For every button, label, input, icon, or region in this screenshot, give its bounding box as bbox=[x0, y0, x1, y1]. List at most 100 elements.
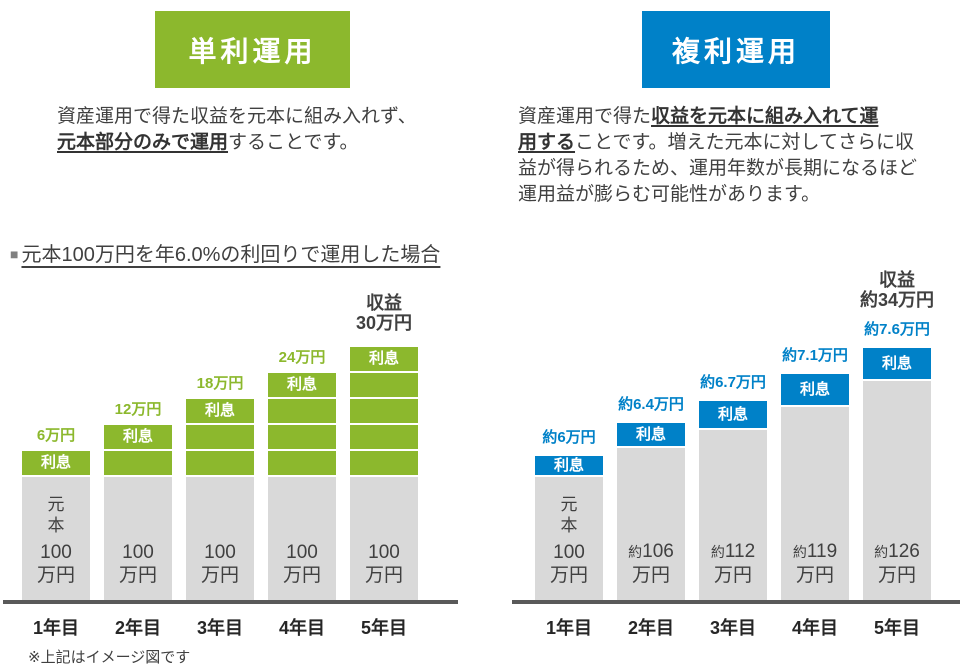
compound-interest-description: 資産運用で得た収益を元本に組み入れて運用することです。増えた元本に対してさらに収… bbox=[518, 104, 917, 208]
description-text: 資産運用で得た収益を元本に組み入れず、 bbox=[57, 106, 417, 127]
principal-label: 元 bbox=[47, 495, 65, 514]
interest-segment bbox=[268, 425, 336, 449]
principal-amount: 約106 bbox=[628, 541, 674, 562]
principal-text: 約119 万円 bbox=[781, 407, 849, 601]
description-text: ことです。増えた元本に対してさらに収 bbox=[575, 132, 914, 153]
principal-amount: 万円 bbox=[364, 565, 403, 586]
x-axis-label: 5年目 bbox=[360, 618, 407, 638]
x-axis-label: 1年目 bbox=[545, 618, 592, 638]
principal-block: 元本 100 万円 bbox=[22, 477, 90, 601]
principal-amount: 100 bbox=[122, 542, 154, 563]
compound-interest-title-box: 複利運用 bbox=[642, 11, 830, 88]
approx-prefix: 約 bbox=[874, 544, 889, 560]
interest-segment bbox=[350, 399, 418, 423]
principal-amount: 約119 bbox=[792, 541, 838, 562]
footnote: ※上記はイメージ図です bbox=[28, 649, 191, 666]
simple-interest-title: 単利運用 bbox=[188, 35, 317, 67]
interest-segment bbox=[186, 425, 254, 449]
interest-amount-label: 約6.7万円 bbox=[700, 374, 766, 391]
description-emphasis: 用する bbox=[518, 132, 576, 153]
bar-year-1: 元本 100 万円 利息 6万円 bbox=[22, 260, 90, 601]
principal-amount: 万円 bbox=[36, 565, 75, 586]
bar-year-1: 元本 100 万円 利息 約6万円 bbox=[535, 260, 603, 601]
interest-amount-label: 6万円 bbox=[36, 427, 76, 444]
x-axis-label: 3年目 bbox=[196, 618, 243, 638]
interest-amount-label: 18万円 bbox=[196, 375, 244, 392]
interest-segment: 利息 bbox=[617, 423, 685, 446]
bar-row: 元本 100 万円 利息 6万円 100 万円 利息 12万円 100 万円 利息 18万円 100 万円利… bbox=[22, 260, 418, 601]
principal-text: 100 万円 bbox=[268, 477, 336, 601]
bar-year-2: 100 万円 利息 12万円 bbox=[104, 260, 172, 601]
interest-amount-label: 約6.4万円 bbox=[618, 396, 684, 413]
interest-segment: 利息 bbox=[863, 348, 931, 379]
interest-segment bbox=[350, 373, 418, 397]
principal-amount: 100 bbox=[286, 542, 318, 563]
interest-segment: 利息 bbox=[268, 373, 336, 397]
interest-segment bbox=[104, 451, 172, 475]
principal-label: 本 bbox=[560, 516, 578, 535]
principal-block: 約119 万円 bbox=[781, 407, 849, 601]
principal-amount: 100 bbox=[204, 542, 236, 563]
principal-amount: 万円 bbox=[713, 565, 752, 586]
principal-amount: 約112 bbox=[710, 541, 756, 562]
x-axis-label: 4年目 bbox=[278, 618, 325, 638]
compound-interest-title: 複利運用 bbox=[671, 35, 800, 67]
principal-amount: 万円 bbox=[631, 565, 670, 586]
profit-total-line: 収益 bbox=[879, 270, 915, 290]
interest-segment bbox=[268, 399, 336, 423]
bar-year-5: 約126 万円 利息 約7.6万円 収益 約34万円 bbox=[859, 260, 935, 601]
profit-total-line: 約34万円 bbox=[859, 290, 935, 310]
description-text: 資産運用で得た bbox=[518, 106, 652, 127]
interest-amount-label: 24万円 bbox=[278, 349, 326, 366]
simple-interest-title-box: 単利運用 bbox=[155, 11, 350, 88]
principal-amount: 万円 bbox=[795, 565, 834, 586]
interest-amount-label: 12万円 bbox=[114, 401, 162, 418]
principal-text: 約106 万円 bbox=[617, 448, 685, 601]
x-axis-labels: 1年目 2年目 3年目 4年目 5年目 bbox=[22, 614, 418, 640]
principal-amount: 万円 bbox=[549, 565, 588, 586]
bar-year-3: 約112 万円 利息 約6.7万円 bbox=[699, 260, 767, 601]
principal-text: 約112 万円 bbox=[699, 430, 767, 601]
profit-total-label: 収益 30万円 bbox=[356, 293, 412, 333]
interest-segment bbox=[350, 425, 418, 449]
principal-amount: 100 bbox=[368, 542, 400, 563]
scenario-text: 元本100万円を年6.0%の利回りで運用した場合 bbox=[21, 244, 441, 266]
x-axis-labels: 1年目 2年目 3年目 4年目 5年目 bbox=[535, 614, 931, 640]
description-text: 益が得られるため、運用年数が長期になるほど bbox=[518, 158, 918, 179]
interest-amount-label: 約6万円 bbox=[542, 429, 596, 446]
principal-text: 100 万円 bbox=[350, 477, 418, 601]
x-axis-label: 1年目 bbox=[32, 618, 79, 638]
x-axis-line bbox=[512, 600, 960, 604]
simple-interest-description: 資産運用で得た収益を元本に組み入れず、 元本部分のみで運用することです。 bbox=[57, 104, 417, 156]
x-axis-label: 3年目 bbox=[709, 618, 756, 638]
principal-block: 100 万円 bbox=[104, 477, 172, 601]
interest-segment bbox=[186, 451, 254, 475]
bar-year-4: 約119 万円 利息 約7.1万円 bbox=[781, 260, 849, 601]
scenario-heading: ■ 元本100万円を年6.0%の利回りで運用した場合 bbox=[10, 238, 440, 267]
interest-segment: 利息 bbox=[104, 425, 172, 449]
x-axis-line bbox=[3, 600, 458, 604]
description-emphasis: 収益を元本に組み入れて運 bbox=[651, 106, 879, 127]
approx-prefix: 約 bbox=[628, 544, 643, 560]
principal-text: 元本 100 万円 bbox=[535, 477, 603, 601]
principal-amount: 万円 bbox=[282, 565, 321, 586]
principal-text: 100 万円 bbox=[186, 477, 254, 601]
principal-amount: 万円 bbox=[877, 565, 916, 586]
principal-block: 約106 万円 bbox=[617, 448, 685, 601]
principal-text: 約126 万円 bbox=[863, 381, 931, 601]
principal-text: 100 万円 bbox=[104, 477, 172, 601]
principal-amount: 100 bbox=[40, 542, 72, 563]
principal-amount: 100 bbox=[553, 542, 585, 563]
principal-block: 100 万円 bbox=[186, 477, 254, 601]
principal-label: 元 bbox=[560, 495, 578, 514]
profit-total-line: 30万円 bbox=[355, 313, 413, 333]
principal-block: 100 万円 bbox=[268, 477, 336, 601]
principal-label: 本 bbox=[47, 516, 65, 535]
bar-year-3: 100 万円 利息 18万円 bbox=[186, 260, 254, 601]
x-axis-label: 5年目 bbox=[873, 618, 920, 638]
principal-block: 100 万円 bbox=[350, 477, 418, 601]
x-axis-label: 2年目 bbox=[627, 618, 674, 638]
interest-segment: 利息 bbox=[699, 401, 767, 428]
